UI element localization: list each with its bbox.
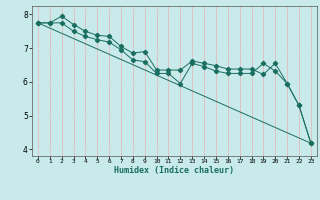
X-axis label: Humidex (Indice chaleur): Humidex (Indice chaleur): [115, 166, 234, 175]
